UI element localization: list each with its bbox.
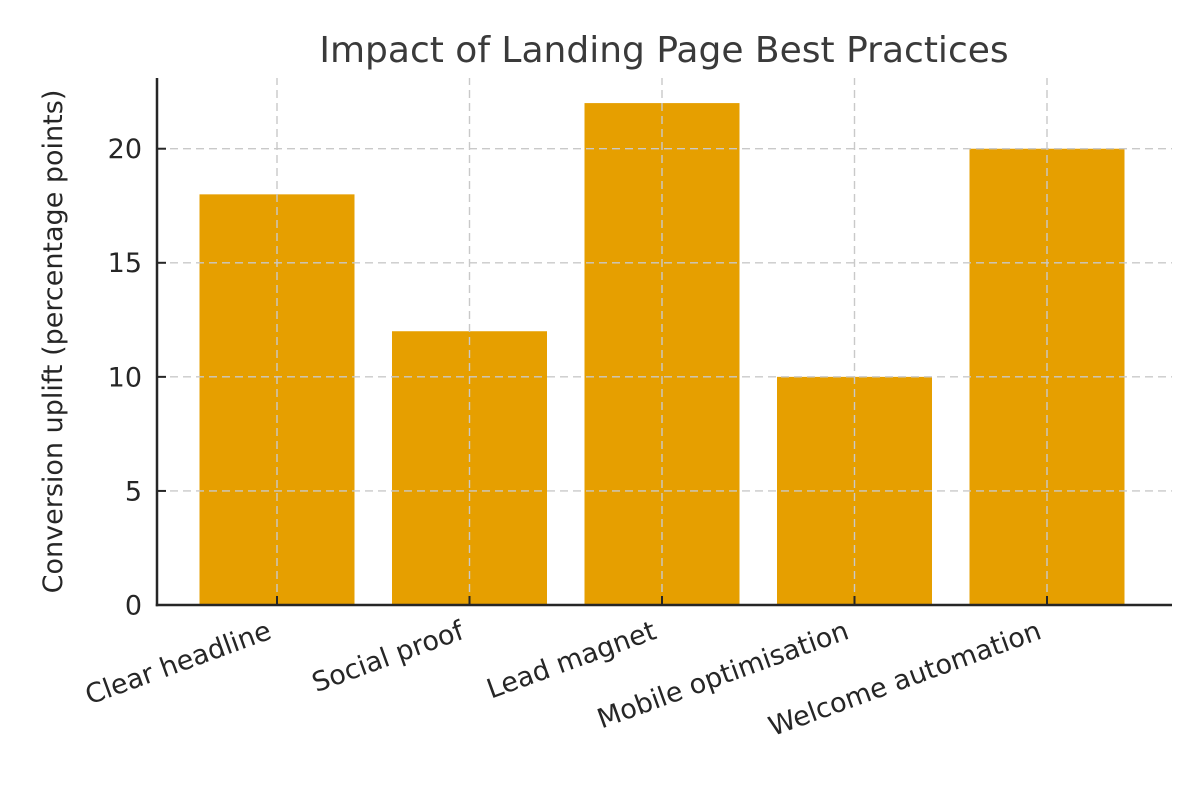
x-tick-label: Clear headline [81, 615, 275, 711]
y-tick-label: 20 [108, 134, 142, 165]
y-tick-label: 5 [125, 476, 142, 507]
y-tick-label: 10 [108, 362, 142, 393]
y-tick-labels-group: 0 5 10 15 20 [108, 134, 142, 621]
x-tick-labels-group: Clear headline Social proof Lead magnetMob… [81, 615, 1045, 743]
bar [199, 194, 355, 605]
y-tick-label: 0 [125, 590, 142, 621]
chart-title: Impact of Landing Page Best Practices [319, 30, 1008, 71]
x-tick-label: Social proof [308, 615, 469, 699]
tick-marks-group [157, 147, 1048, 606]
bar [777, 376, 932, 605]
axes-spines-group [155, 78, 1172, 607]
gridlines-group [157, 78, 1172, 605]
y-tick-label: 15 [108, 248, 142, 279]
y-axis-label: Conversion uplift (percentage points) [38, 90, 69, 594]
